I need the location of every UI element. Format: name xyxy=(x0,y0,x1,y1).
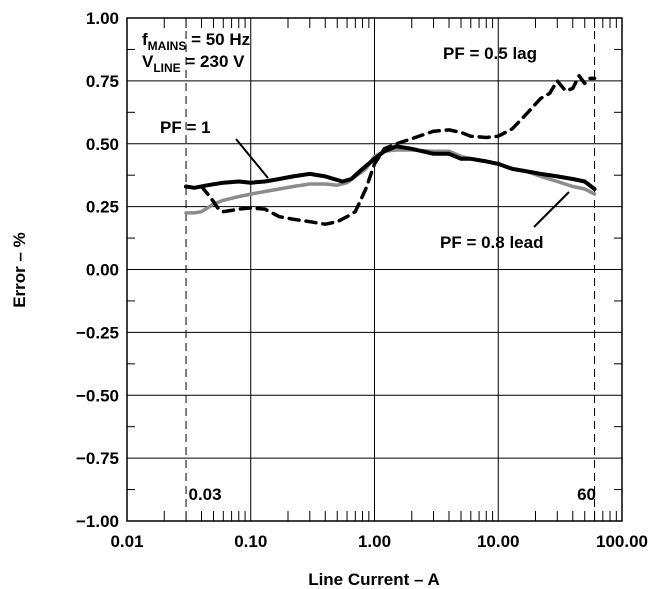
y-tick-label: 1.00 xyxy=(86,9,119,28)
annotation-pf-1: PF = 1 xyxy=(160,118,211,137)
axes xyxy=(126,17,623,522)
series-line-pf-0-5-lag xyxy=(199,74,597,226)
y-tick-label: −0.25 xyxy=(76,323,119,342)
y-tick-label: 0.25 xyxy=(86,198,119,217)
x-tick-label: 0.10 xyxy=(234,532,267,551)
plot-frame xyxy=(126,17,623,522)
x-tick-label: 10.00 xyxy=(477,532,520,551)
annotation-pf-1-leader xyxy=(235,138,269,179)
y-tick-label: −0.75 xyxy=(76,449,119,468)
x-tick-label: 0.01 xyxy=(110,532,143,551)
y-tick-label: 0.75 xyxy=(86,72,119,91)
condition-line-voltage: VLINE = 230 V xyxy=(142,52,245,75)
annotation-pf-08-lead: PF = 0.8 lead xyxy=(440,233,543,252)
y-tick-label: 0.50 xyxy=(86,135,119,154)
y-tick-label: 0.00 xyxy=(86,261,119,280)
x-tick-label: 1.00 xyxy=(358,532,391,551)
annotation-pf-05-lag: PF = 0.5 lag xyxy=(443,44,537,63)
series-lines xyxy=(184,74,597,226)
y-tick-label: −1.00 xyxy=(76,512,119,531)
y-axis-title: Error – % xyxy=(10,232,29,308)
x-axis-title: Line Current – A xyxy=(308,570,440,589)
x-tick-label: 100.00 xyxy=(596,532,648,551)
annotation-pf-08-lead-leader xyxy=(533,191,570,228)
y-tick-label: −0.50 xyxy=(76,386,119,405)
range-marker-label: 0.03 xyxy=(188,485,221,504)
labels: −1.00 −0.75 −0.50 −0.25 0.00 0.25 0.50 0.75 1.00… xyxy=(76,9,648,551)
range-marker-label: 60 xyxy=(577,485,596,504)
condition-mains: fMAINS = 50 Hz xyxy=(142,30,250,53)
